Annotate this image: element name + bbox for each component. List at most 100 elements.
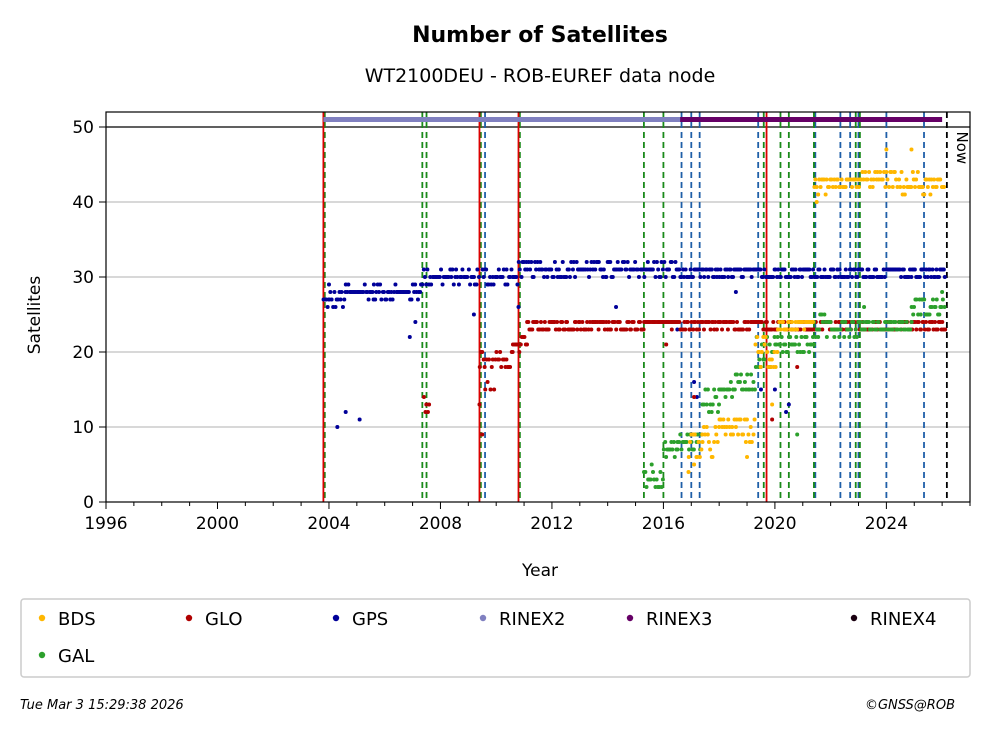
x-tick-label: 2024 [865,514,908,534]
legend-marker [332,614,340,622]
data-point-bds [710,455,715,459]
data-point-glo [701,327,706,332]
data-point-gps [519,275,524,279]
data-point-bds [867,170,872,174]
data-point-bds [824,177,829,182]
data-point-gps [384,297,389,302]
data-point-gps [465,275,470,279]
data-point-gps [793,267,798,272]
data-point-gal [937,312,942,317]
data-point-bds [775,350,780,354]
data-point-bds [746,432,751,437]
data-point-gal [805,342,810,347]
data-point-glo [477,402,482,407]
data-point-gal [678,432,683,437]
data-point-bds [715,440,720,444]
data-point-gal [908,327,913,332]
data-point-gps [822,267,827,272]
data-point-gal [933,305,938,309]
data-point-glo [557,327,562,332]
footer-credit: ©GNSS@ROB [865,698,955,713]
data-point-gps [460,267,465,272]
data-point-gps [635,267,640,272]
data-point-bds [802,327,807,332]
data-point-glo [606,320,611,324]
data-point-gps [852,267,857,272]
data-point-glo [725,327,730,332]
data-point-gal [687,447,692,452]
legend-item-rinex3: RINEX3 [626,609,712,630]
data-point-glo [762,327,767,332]
data-point-bds [901,185,906,189]
legend-marker [38,651,46,659]
data-point-gal [853,327,858,332]
data-point-gal [871,320,876,324]
data-point-glo [708,327,713,332]
data-point-glo [688,327,693,332]
data-point-gal [664,455,669,459]
data-point-bds [696,440,701,444]
data-point-gal [918,312,923,317]
data-point-gps [758,267,763,272]
x-tick-label: 2012 [530,514,573,534]
data-point-gps [625,260,630,264]
data-point-gal [650,470,655,474]
data-point-gps [540,267,545,272]
data-point-gps [731,275,736,279]
data-point-bds [795,327,800,332]
data-point-gal [909,320,914,324]
data-point-gal [670,447,675,452]
data-point-glo [477,365,482,369]
data-point-gps [451,282,456,287]
data-point-gal [797,342,802,347]
data-point-gps [758,387,763,392]
data-point-bds [703,432,708,437]
data-point-bds [741,432,746,437]
data-point-glo [578,327,583,332]
data-point-glo [740,327,745,332]
data-point-gps [610,275,615,279]
data-point-gal [895,327,900,332]
data-point-bds [726,417,731,422]
data-point-glo [833,320,838,324]
data-point-bds [835,177,840,182]
data-point-gal [939,305,944,309]
data-point-gps [549,267,554,272]
data-point-gps [624,267,629,272]
data-point-gps [593,267,598,272]
data-point-bds [913,185,918,189]
data-point-bds [723,432,728,437]
data-point-gps [413,320,418,324]
data-point-gal [822,312,827,317]
data-point-gal [701,402,706,407]
data-point-glo [498,350,503,354]
data-point-glo [669,327,674,332]
data-point-gps [371,282,376,287]
legend-label: RINEX4 [870,609,936,630]
data-point-gal [811,342,816,347]
data-point-glo [933,320,938,324]
data-point-gal [893,320,898,324]
data-point-gps [601,267,606,272]
data-point-gps [333,305,338,309]
data-point-gal [898,327,903,332]
data-point-gal [742,380,747,384]
data-point-glo [798,327,803,332]
data-point-bds [755,335,760,339]
data-point-gps [901,267,906,272]
data-point-glo [522,335,527,339]
data-point-bds [717,425,722,429]
data-point-bds [744,417,749,422]
data-point-glo [626,320,631,324]
data-point-glo [733,327,738,332]
data-point-gal [715,410,720,414]
data-point-glo [638,320,643,324]
data-point-bds [922,192,927,197]
data-point-gps [325,305,330,309]
data-point-gps [556,267,561,272]
data-point-gps [692,380,697,384]
data-point-glo [494,350,499,354]
data-point-bds [778,327,783,332]
data-point-gps [669,260,674,264]
legend-item-glo: GLO [185,609,243,630]
